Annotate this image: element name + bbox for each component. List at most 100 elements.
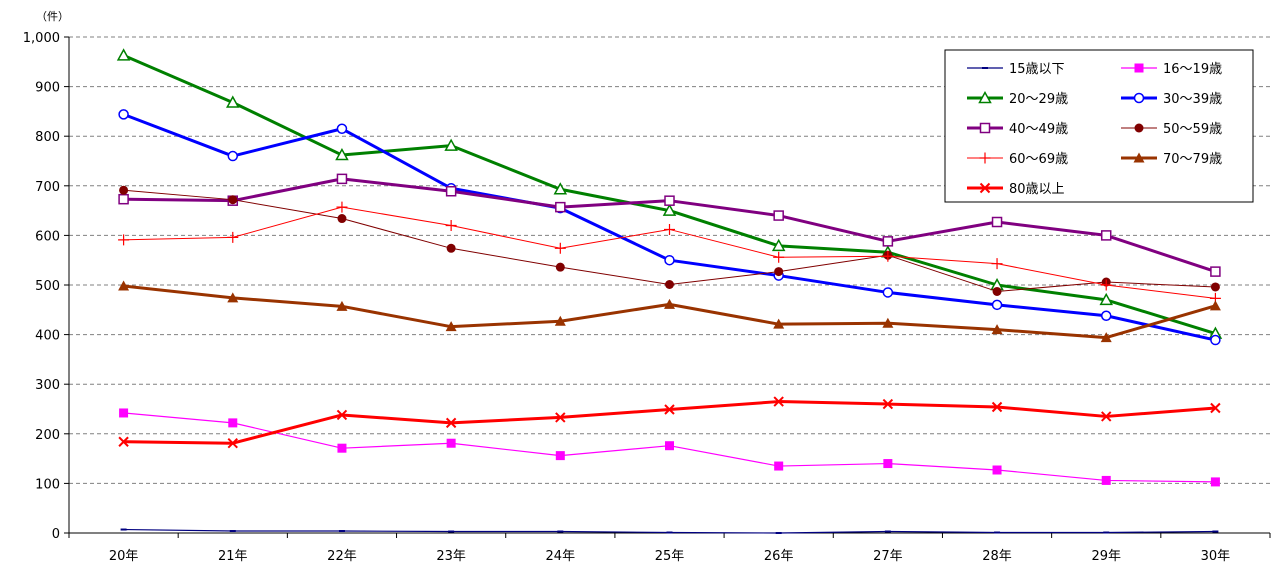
series-9	[118, 396, 1221, 449]
data-point	[664, 195, 675, 206]
legend-label: 60～69歳	[1009, 152, 1068, 167]
legend-swatch-marker	[1134, 123, 1144, 133]
legend-label: 80歳以上	[1009, 182, 1065, 197]
legend-item: 16～19歳	[1121, 62, 1222, 77]
data-point	[664, 223, 675, 235]
series-line	[123, 400, 1216, 445]
data-point	[119, 408, 129, 418]
data-point	[118, 234, 130, 246]
data-point	[1100, 279, 1112, 291]
data-point	[1100, 230, 1112, 241]
x-tick-label: 20年	[109, 549, 139, 564]
legend-swatch-marker	[979, 182, 991, 194]
legend-item: 20～29歳	[967, 90, 1068, 107]
data-point	[1101, 411, 1112, 422]
data-point	[882, 250, 894, 262]
legend-label: 50～59歳	[1163, 122, 1222, 137]
data-point	[227, 292, 239, 303]
data-point	[336, 409, 348, 421]
legend-label: 70～79歳	[1163, 152, 1222, 167]
data-point	[1210, 282, 1220, 292]
data-point	[882, 236, 894, 247]
legend-swatch-marker	[1133, 152, 1145, 163]
data-point	[774, 267, 784, 277]
data-point	[446, 438, 456, 448]
legend-label: 30～39歳	[1163, 92, 1222, 107]
y-tick-label: 100	[35, 477, 60, 492]
data-point	[1210, 402, 1221, 414]
x-tick-label: 26年	[764, 549, 794, 564]
data-point	[992, 465, 1002, 475]
data-point	[337, 443, 347, 453]
legend-item: 80歳以上	[967, 182, 1065, 197]
data-point	[774, 461, 784, 471]
data-point	[1210, 477, 1220, 487]
data-point	[664, 298, 675, 309]
data-point	[1100, 332, 1112, 343]
legend-label: 15歳以下	[1009, 62, 1065, 77]
series-1	[120, 528, 1219, 534]
legend-swatch-marker	[978, 90, 992, 104]
data-point	[227, 150, 239, 162]
data-point	[554, 242, 566, 254]
legend-swatch-marker	[1133, 92, 1145, 104]
data-point	[773, 251, 785, 263]
x-tick-label: 29年	[1091, 549, 1121, 564]
data-point	[991, 401, 1003, 413]
y-tick-label: 800	[35, 130, 60, 145]
x-tick-label: 25年	[655, 549, 685, 564]
data-point	[445, 417, 457, 429]
data-point	[227, 438, 238, 449]
data-point	[227, 231, 239, 243]
y-tick-label: 0	[52, 527, 60, 542]
data-point	[446, 243, 456, 253]
series-7	[118, 201, 1221, 304]
data-point	[336, 300, 348, 311]
x-tick-label: 21年	[218, 549, 248, 564]
data-point	[665, 441, 674, 451]
data-point	[991, 216, 1003, 228]
legend-item: 50～59歳	[1121, 122, 1222, 137]
data-point	[882, 317, 894, 328]
axes: 0 100 200 300 400 500 600 700 800 900 1,000 20年 21年 2…	[23, 31, 1271, 564]
legend-item: 30～39歳	[1121, 92, 1222, 107]
data-point	[335, 147, 349, 161]
data-point	[1210, 266, 1221, 277]
data-point	[882, 287, 894, 298]
series-8	[118, 280, 1221, 343]
series-6	[119, 185, 1220, 296]
data-point	[444, 138, 458, 151]
data-point	[118, 280, 130, 291]
data-point	[226, 95, 240, 108]
y-tick-label: 600	[35, 229, 60, 244]
data-point	[664, 404, 675, 415]
legend-item: 40～49歳	[967, 122, 1068, 137]
data-point	[555, 262, 565, 272]
data-point	[555, 412, 566, 423]
x-tick-label: 27年	[873, 549, 903, 564]
data-point	[991, 258, 1003, 270]
x-tick-label: 23年	[436, 549, 466, 564]
data-point	[118, 436, 129, 447]
y-tick-label: 900	[35, 81, 60, 96]
y-tick-label: 700	[35, 180, 60, 195]
y-tick-label: 200	[35, 428, 60, 443]
data-point	[336, 173, 348, 185]
legend-item: 70～79歳	[1121, 152, 1222, 167]
legend-swatch-marker	[1134, 63, 1144, 73]
data-point	[118, 109, 129, 120]
y-tick-label: 400	[35, 329, 60, 344]
data-point	[664, 254, 675, 266]
data-point	[118, 193, 129, 205]
data-point	[662, 203, 677, 216]
y-tick-label: 300	[35, 378, 60, 393]
x-tick-label: 22年	[327, 549, 357, 564]
data-point	[1100, 310, 1112, 322]
data-point	[773, 210, 784, 221]
series-lines	[116, 48, 1223, 534]
series-2	[119, 408, 1220, 487]
data-point	[773, 396, 784, 407]
data-point	[116, 48, 131, 61]
